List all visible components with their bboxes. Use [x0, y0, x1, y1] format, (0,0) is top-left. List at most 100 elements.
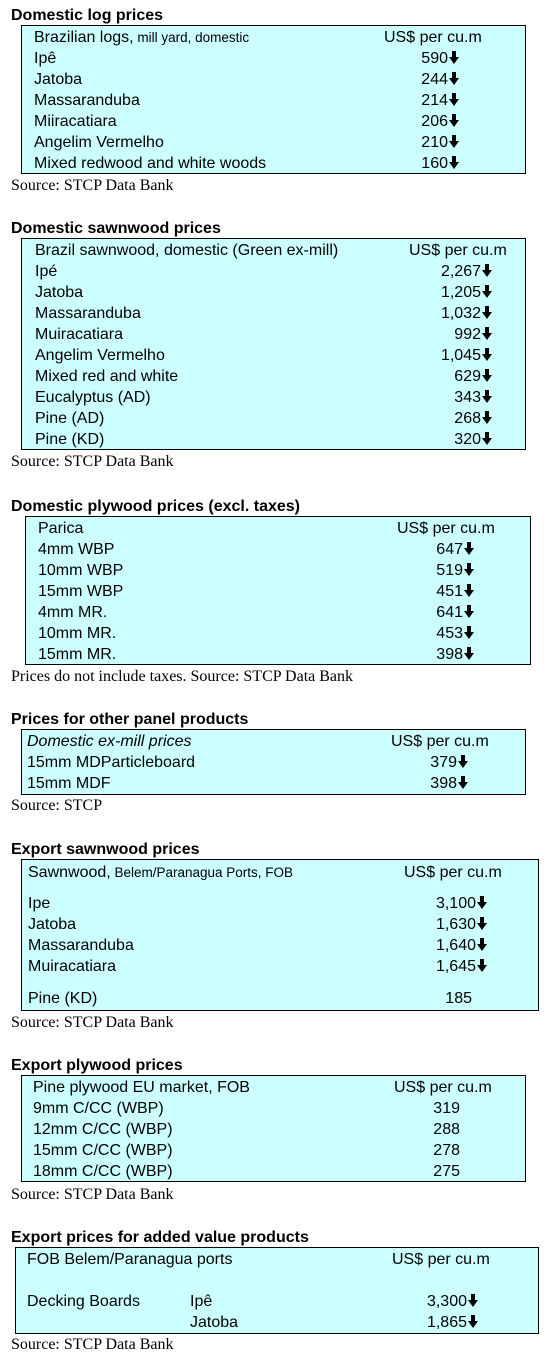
row-label: Mixed redwood and white woods [34, 155, 267, 172]
row-label: Jatoba [34, 71, 83, 88]
down-arrow-icon [464, 542, 474, 555]
table-row: Ipê 590 [22, 48, 525, 69]
down-arrow-icon [482, 327, 492, 340]
source-note: Source: STCP Data Bank [11, 1186, 174, 1203]
header-label: Pine plywood EU market, FOB [33, 1079, 250, 1096]
table-row: 12mm C/CC (WBP) 288 [22, 1119, 525, 1140]
down-arrow-icon [464, 647, 474, 660]
table-row: 15mm WBP 451 [26, 581, 530, 602]
row-label: Jatoba [35, 284, 84, 301]
down-arrow-icon [477, 917, 487, 930]
row-value: 1,640 [436, 935, 487, 956]
table-row: 15mm MR. 398 [26, 644, 530, 665]
row-value: 288 [433, 1121, 460, 1138]
row-value: 1,032 [441, 303, 492, 324]
down-arrow-icon [482, 432, 492, 445]
row-label: Massaranduba [34, 92, 140, 109]
row-value: 379 [430, 752, 468, 773]
row-value: 210 [421, 132, 459, 153]
table-row: 10mm WBP 519 [26, 560, 530, 581]
down-arrow-icon [449, 72, 459, 85]
row-value: 453 [436, 623, 474, 644]
row-label: 12mm C/CC (WBP) [33, 1121, 173, 1138]
header-label: Brazil sawnwood, domestic (Green ex-mill… [35, 242, 339, 259]
source-note: Source: STCP Data Bank [11, 1014, 174, 1031]
row-value: 590 [421, 48, 459, 69]
header-unit: US$ per cu.m [404, 864, 502, 881]
down-arrow-icon [482, 306, 492, 319]
header-unit: US$ per cu.m [392, 1251, 490, 1268]
row-label: 9mm C/CC (WBP) [33, 1100, 164, 1117]
row-value: 320 [454, 429, 492, 450]
table-header: Sawnwood, Belem/Paranagua Ports, FOB US$… [22, 862, 538, 883]
table-added-value: FOB Belem/Paranagua ports US$ per cu.m D… [15, 1247, 539, 1334]
row-label: 10mm WBP [38, 562, 124, 579]
down-arrow-icon [464, 605, 474, 618]
header-unit: US$ per cu.m [394, 1079, 492, 1096]
row-value: 629 [454, 366, 492, 387]
down-arrow-icon [477, 959, 487, 972]
section-title-export-plywood: Export plywood prices [11, 1057, 183, 1074]
source-note: Source: STCP Data Bank [11, 177, 174, 194]
row-label: Massaranduba [35, 305, 141, 322]
row-label: Muiracatiara [35, 326, 124, 343]
row-value: 343 [454, 387, 492, 408]
down-arrow-icon [468, 1294, 478, 1307]
table-row: Miiracatiara 206 [22, 111, 525, 132]
header-unit: US$ per cu.m [391, 733, 489, 750]
table-other-panel: Domestic ex-mill prices US$ per cu.m 15m… [21, 729, 526, 795]
row-label: Muiracatiara [28, 958, 117, 975]
section-title-domestic-log: Domestic log prices [11, 7, 164, 24]
row-label: Ipe [28, 895, 51, 912]
table-row: 15mm C/CC (WBP) 278 [22, 1140, 525, 1161]
table-row: Mixed red and white 629 [22, 366, 525, 387]
table-row: 4mm MR. 641 [26, 602, 530, 623]
down-arrow-icon [464, 584, 474, 597]
row-label: Mixed red and white [35, 368, 179, 385]
down-arrow-icon [482, 348, 492, 361]
table-row: 15mm MDF 398 [22, 773, 525, 794]
row-label: Angelim Vermelho [34, 134, 164, 151]
row-value: 319 [433, 1100, 460, 1117]
table-export-sawnwood: Sawnwood, Belem/Paranagua Ports, FOB US$… [21, 859, 539, 1011]
header-label: Brazilian logs, mill yard, domestic [34, 29, 250, 46]
header-label: Parica [38, 520, 84, 537]
down-arrow-icon [449, 114, 459, 127]
row-value: 3,300 [427, 1291, 478, 1312]
row-label: Pine (AD) [35, 410, 105, 427]
down-arrow-icon [449, 156, 459, 169]
table-row: Jatoba 1,865 [16, 1312, 538, 1333]
table-row: Massaranduba 214 [22, 90, 525, 111]
row-value: 451 [436, 581, 474, 602]
row-value: 519 [436, 560, 474, 581]
section-title-export-sawnwood: Export sawnwood prices [11, 841, 200, 858]
table-row: Jatoba 244 [22, 69, 525, 90]
row-label: Eucalyptus (AD) [35, 389, 151, 406]
row-value: 1,205 [441, 282, 492, 303]
table-row: 15mm MDParticleboard 379 [22, 752, 525, 773]
row-value: 1,045 [441, 345, 492, 366]
row-value: 992 [454, 324, 492, 345]
table-row: 10mm MR. 453 [26, 623, 530, 644]
table-domestic-sawnwood: Brazil sawnwood, domestic (Green ex-mill… [21, 238, 526, 450]
row-label: 15mm WBP [38, 583, 124, 600]
row-label: Angelim Vermelho [35, 347, 165, 364]
down-arrow-icon [482, 285, 492, 298]
row-label: Ipé [35, 263, 58, 280]
source-note: Source: STCP Data Bank [11, 453, 174, 470]
row-label: 4mm MR. [38, 604, 108, 621]
table-row: Jatoba 1,205 [22, 282, 525, 303]
table-row: 9mm C/CC (WBP) 319 [22, 1098, 525, 1119]
section-title-domestic-sawnwood: Domestic sawnwood prices [11, 220, 221, 237]
section-title-other-panel: Prices for other panel products [11, 711, 249, 728]
table-row: 18mm C/CC (WBP) 275 [22, 1161, 525, 1182]
table-row: Pine (KD) 320 [22, 429, 525, 450]
table-row: Ipe 3,100 [22, 893, 538, 914]
down-arrow-icon [449, 135, 459, 148]
header-unit: US$ per cu.m [384, 29, 482, 46]
source-note: Prices do not include taxes. Source: STC… [11, 668, 354, 685]
row-value: 2,267 [441, 261, 492, 282]
header-label: FOB Belem/Paranagua ports [27, 1251, 233, 1268]
row-value: 3,100 [436, 893, 487, 914]
row-label: Pine (KD) [28, 990, 98, 1007]
